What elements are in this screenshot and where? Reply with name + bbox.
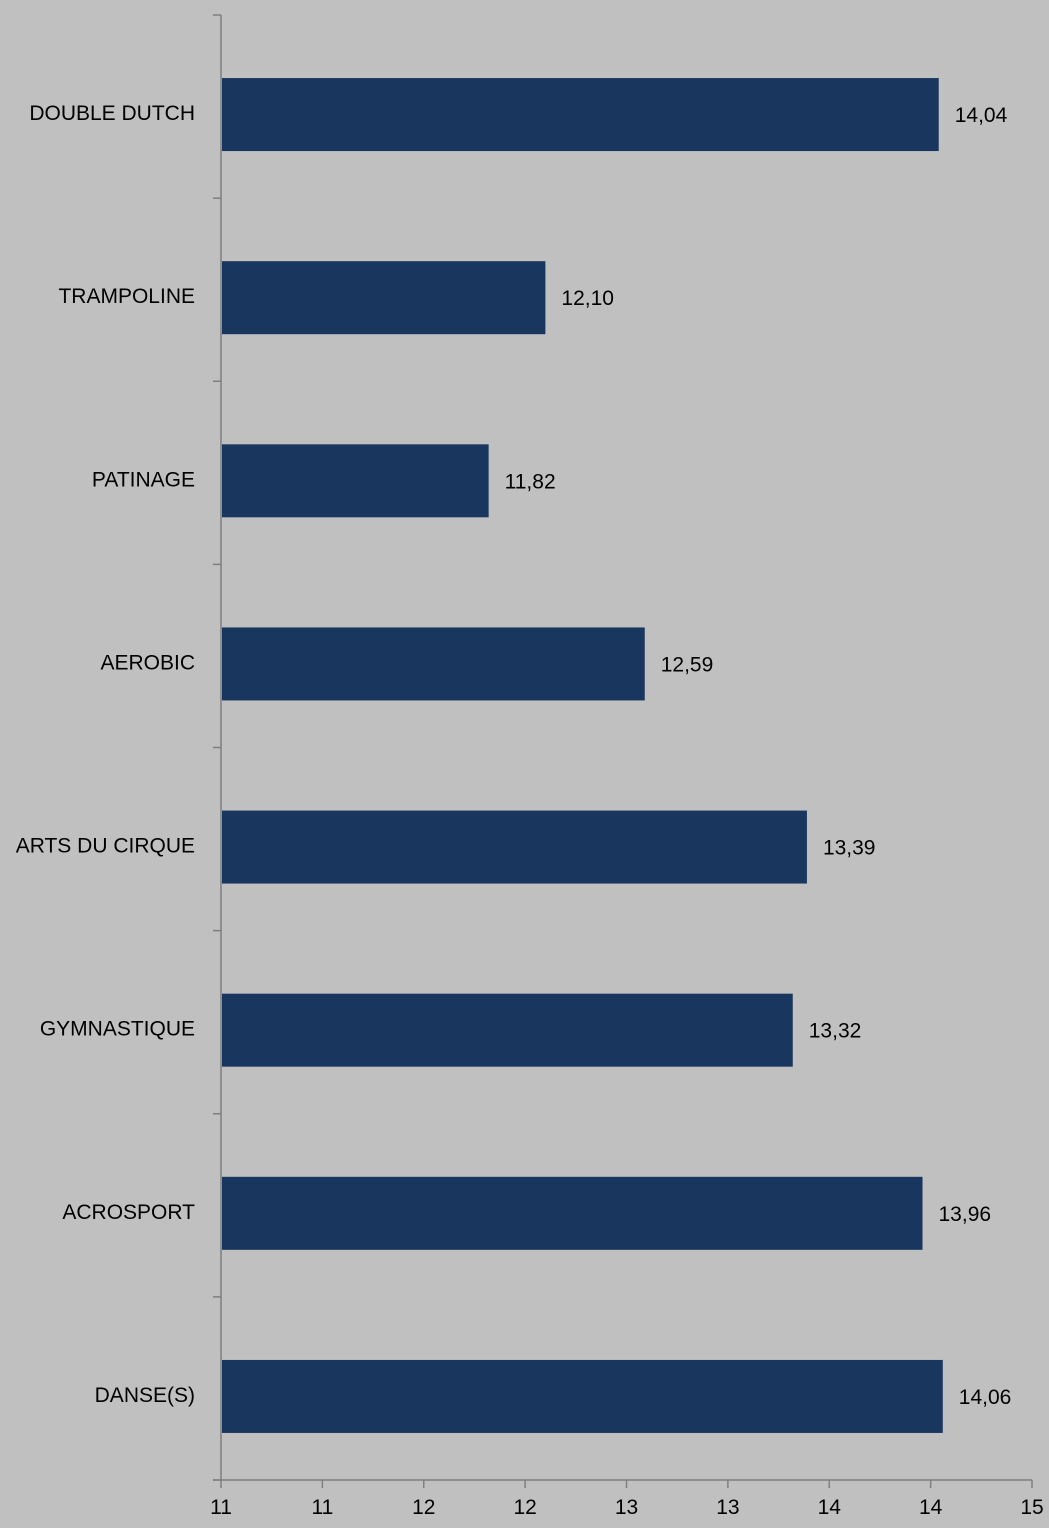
bar <box>222 444 489 518</box>
data-label: 14,04 <box>955 104 1008 127</box>
x-tick-label: 12 <box>513 1496 536 1519</box>
axes <box>213 14 1033 1488</box>
category-label: PATINAGE <box>92 468 195 491</box>
bar <box>222 993 793 1067</box>
x-tick-label: 11 <box>210 1496 232 1519</box>
bar <box>222 1176 923 1250</box>
data-label: 13,39 <box>823 837 876 860</box>
x-tick-label: 11 <box>311 1496 333 1519</box>
x-tick-label: 14 <box>818 1496 842 1519</box>
bar <box>222 78 939 152</box>
data-label: 12,59 <box>661 653 714 676</box>
x-tick-label: 13 <box>716 1496 739 1519</box>
bar <box>222 627 645 701</box>
x-tick-label: 13 <box>615 1496 638 1519</box>
category-label: DANSE(S) <box>95 1384 195 1407</box>
x-tick-labels: 11 11 12 12 13 13 14 14 15 <box>210 1496 1044 1519</box>
data-label: 13,32 <box>809 1020 862 1043</box>
category-label: ARTS DU CIRQUE <box>16 835 195 858</box>
bar <box>222 261 546 335</box>
bar <box>222 1359 943 1433</box>
category-labels: DOUBLE DUTCH TRAMPOLINE PATINAGE AEROBIC ART… <box>16 102 195 1407</box>
x-tick-label: 12 <box>412 1496 435 1519</box>
data-label: 11,82 <box>505 470 556 493</box>
x-tick-label: 14 <box>919 1496 943 1519</box>
bar <box>222 810 807 884</box>
category-label: ACROSPORT <box>62 1201 195 1224</box>
data-label: 12,10 <box>561 287 614 310</box>
data-label: 14,06 <box>959 1386 1012 1409</box>
data-label: 13,96 <box>939 1203 992 1226</box>
category-label: AEROBIC <box>100 651 195 674</box>
category-label: TRAMPOLINE <box>58 285 195 308</box>
category-label: DOUBLE DUTCH <box>29 102 195 125</box>
bars <box>222 78 943 1433</box>
category-label: GYMNASTIQUE <box>40 1018 195 1041</box>
value-labels: 14,04 12,10 11,82 12,59 13,39 13,32 13,96 14,06 <box>505 104 1012 1409</box>
x-tick-label: 15 <box>1020 1496 1043 1519</box>
